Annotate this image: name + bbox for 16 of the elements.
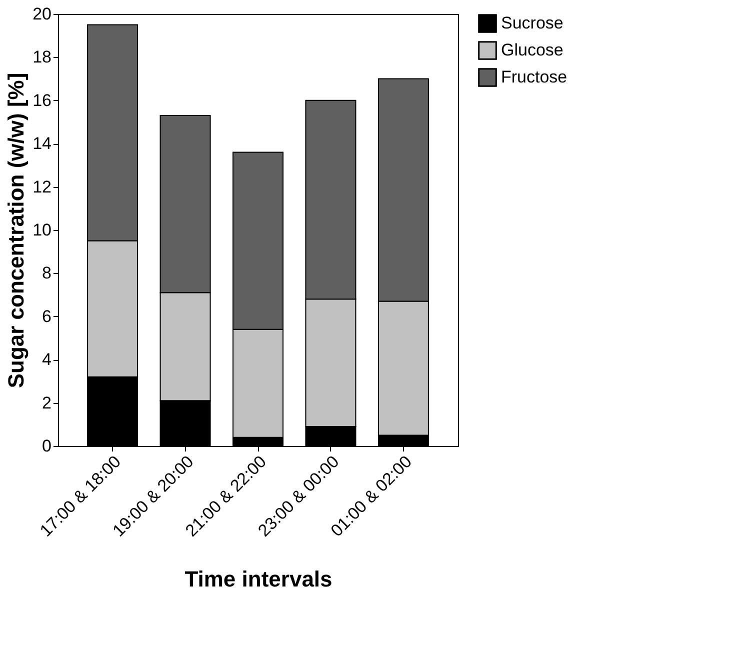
y-axis-title: Sugar concentration (w/w) [%] [4,72,29,388]
x-axis-title: Time intervals [184,566,332,592]
legend-label: Glucose [501,40,564,60]
y-tick-label: 4 [42,350,52,370]
y-tick-label: 14 [32,134,52,154]
y-tick-label: 0 [42,436,52,456]
y-tick-label: 18 [32,48,52,67]
y-tick-label: 6 [42,306,52,326]
y-tick-label: 20 [32,4,52,24]
legend-label: Fructose [501,68,568,86]
legend-label: Sucrose [501,14,564,32]
y-tick-label: 16 [32,90,52,110]
y-tick-label: 10 [32,220,52,240]
y-tick-label: 2 [42,393,52,412]
y-tick-label: 8 [42,264,52,283]
y-tick-label: 12 [32,177,52,196]
